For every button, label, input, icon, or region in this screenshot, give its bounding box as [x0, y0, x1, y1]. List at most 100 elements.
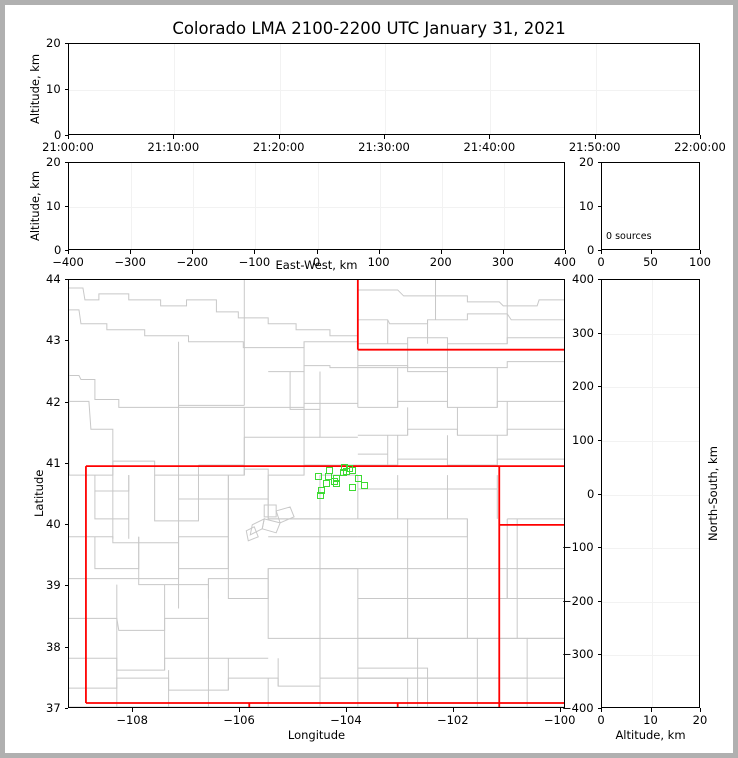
- tick-label-x: −400: [52, 255, 84, 269]
- panel-time-height[interactable]: [68, 43, 700, 135]
- tick-mark-x: [440, 250, 442, 254]
- tick-label-y: 10: [46, 82, 61, 96]
- tick-mark-y: [597, 279, 601, 280]
- tick-label-y: 44: [46, 272, 61, 286]
- gridline-horizontal: [69, 90, 699, 91]
- tick-label-y: 300: [572, 325, 594, 340]
- tick-label-y: −400: [562, 701, 594, 715]
- tick-label-y: 39: [46, 578, 61, 593]
- lma-source-marker: [322, 480, 330, 488]
- tick-label-y: 0: [587, 243, 595, 257]
- tick-mark-x: [502, 250, 504, 254]
- tick-label-y: 100: [572, 432, 594, 447]
- figure-canvas: Colorado LMA 2100-2200 UTC January 31, 2…: [5, 5, 733, 753]
- lma-source-marker: [330, 477, 338, 485]
- tick-mark-x: [254, 250, 256, 254]
- gridline-vertical: [651, 280, 653, 707]
- state-boundaries: [85, 280, 564, 707]
- tick-mark-x: [594, 135, 596, 139]
- tick-label-x: −300: [114, 255, 146, 269]
- gridline-horizontal: [602, 655, 699, 657]
- gridline-vertical: [317, 163, 319, 249]
- lma-source-marker: [355, 475, 363, 483]
- panel-north-south-height[interactable]: [601, 279, 700, 708]
- tick-label-y: 400: [572, 272, 594, 286]
- tick-label-y: 0: [54, 243, 62, 257]
- tick-mark-x: [68, 135, 69, 139]
- gridline-vertical: [490, 44, 492, 134]
- gridline-horizontal: [602, 333, 699, 335]
- tick-label-x: −200: [176, 255, 209, 269]
- tick-mark-y: [64, 401, 68, 403]
- tick-label-y: −100: [562, 540, 594, 555]
- tick-mark-y: [64, 646, 68, 648]
- tick-mark-x: [239, 708, 240, 712]
- lma-source-marker: [317, 491, 325, 499]
- gridline-vertical: [255, 163, 257, 249]
- lma-source-marker: [348, 466, 356, 474]
- tick-label-y: 42: [46, 394, 61, 409]
- tick-label-y: 0: [54, 128, 62, 142]
- gridline-vertical: [193, 163, 195, 249]
- tick-mark-x: [650, 250, 652, 254]
- axis-title-y: Altitude, km: [28, 170, 42, 241]
- tick-mark-x: [565, 250, 566, 254]
- tick-mark-x: [559, 708, 561, 712]
- tick-mark-y: [64, 206, 68, 207]
- tick-label-x: 0: [597, 713, 605, 727]
- tick-label-x: 21:00:00: [42, 140, 94, 154]
- tick-mark-x: [452, 708, 454, 712]
- gridline-vertical: [279, 44, 281, 134]
- tick-label-x: 0: [312, 255, 321, 269]
- tick-mark-y: [64, 340, 68, 342]
- tick-mark-y: [64, 279, 68, 280]
- gridline-vertical: [441, 163, 443, 249]
- figure-title: Colorado LMA 2100-2200 UTC January 31, 2…: [172, 19, 566, 38]
- tick-label-y: 37: [46, 701, 61, 715]
- tick-label-y: 20: [579, 155, 594, 169]
- tick-mark-y: [64, 524, 68, 526]
- panel-east-west-height[interactable]: [68, 162, 565, 250]
- tick-label-y: 0: [587, 486, 595, 501]
- panel-plan-view-map[interactable]: [68, 279, 565, 708]
- tick-mark-x: [378, 250, 380, 254]
- tick-label-x: −108: [116, 713, 148, 727]
- gridline-horizontal: [602, 601, 699, 603]
- gridline-horizontal: [602, 387, 699, 389]
- tick-mark-x: [132, 708, 134, 712]
- tick-mark-x: [650, 708, 652, 712]
- axis-title-y: Latitude: [32, 469, 46, 517]
- tick-label-x: −104: [330, 713, 362, 727]
- gridline-vertical: [385, 44, 386, 134]
- tick-mark-y: [64, 135, 68, 136]
- tick-label-y: 20: [46, 155, 61, 169]
- tick-mark-y: [64, 708, 68, 709]
- tick-mark-x: [601, 250, 602, 254]
- tick-mark-y: [597, 600, 601, 602]
- tick-label-x: −102: [436, 713, 469, 727]
- gridline-horizontal: [69, 207, 564, 208]
- gridline-vertical: [131, 163, 133, 249]
- tick-mark-x: [316, 250, 318, 254]
- tick-mark-x: [130, 250, 132, 254]
- tick-label-x: 0: [597, 255, 605, 269]
- lma-source-marker: [324, 472, 332, 480]
- panel-altitude-histogram[interactable]: [601, 162, 700, 250]
- map-geography: [69, 280, 564, 707]
- tick-label-x: 20: [692, 713, 708, 727]
- tick-label-y: 10: [46, 199, 61, 213]
- tick-mark-y: [64, 89, 68, 90]
- lma-source-marker: [349, 483, 357, 491]
- tick-mark-x: [345, 708, 347, 712]
- tick-mark-y: [64, 462, 68, 464]
- tick-label-x: 22:00:00: [674, 140, 726, 154]
- tick-label-x: 200: [429, 255, 452, 269]
- axis-title-y-right: North-South, km: [706, 446, 720, 541]
- axis-title-x: East-West, km: [275, 258, 358, 272]
- tick-label-y: 20: [46, 36, 61, 50]
- tick-mark-x: [278, 135, 280, 139]
- tick-label-y: 10: [579, 199, 594, 213]
- tick-mark-y: [597, 654, 601, 656]
- tick-mark-x: [700, 708, 701, 712]
- tick-label-x: 21:50:00: [568, 140, 621, 154]
